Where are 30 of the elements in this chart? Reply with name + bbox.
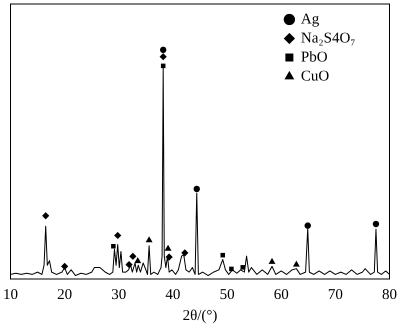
legend-label: CuO [300, 68, 330, 84]
point [114, 232, 122, 240]
point [160, 53, 167, 60]
point [134, 257, 142, 264]
x-tick-label: 30 [111, 286, 126, 303]
point [181, 249, 188, 256]
x-tick-label: 60 [274, 286, 289, 303]
x-tick-label: 70 [328, 286, 343, 303]
x-tick-label: 20 [57, 286, 72, 303]
x-axis-title: 2θ/(°) [182, 308, 218, 324]
x-tick-label: 50 [220, 286, 235, 303]
point [164, 244, 172, 251]
point [160, 46, 166, 54]
legend-label: Ag [300, 11, 320, 28]
point [194, 186, 200, 192]
x-tick-label: 80 [382, 286, 397, 303]
point [111, 244, 116, 248]
point [220, 252, 226, 258]
point [372, 220, 380, 228]
point [160, 64, 166, 68]
legend-label: Na₂S4O₇ [300, 30, 356, 46]
legend-label: PbO [300, 49, 328, 66]
point [146, 236, 153, 242]
x-tick-label: 10 [3, 286, 18, 303]
point [268, 258, 276, 264]
point [129, 252, 136, 260]
point [292, 260, 300, 267]
point [42, 212, 50, 220]
point [304, 222, 311, 229]
x-tick-label: 40 [165, 286, 180, 303]
